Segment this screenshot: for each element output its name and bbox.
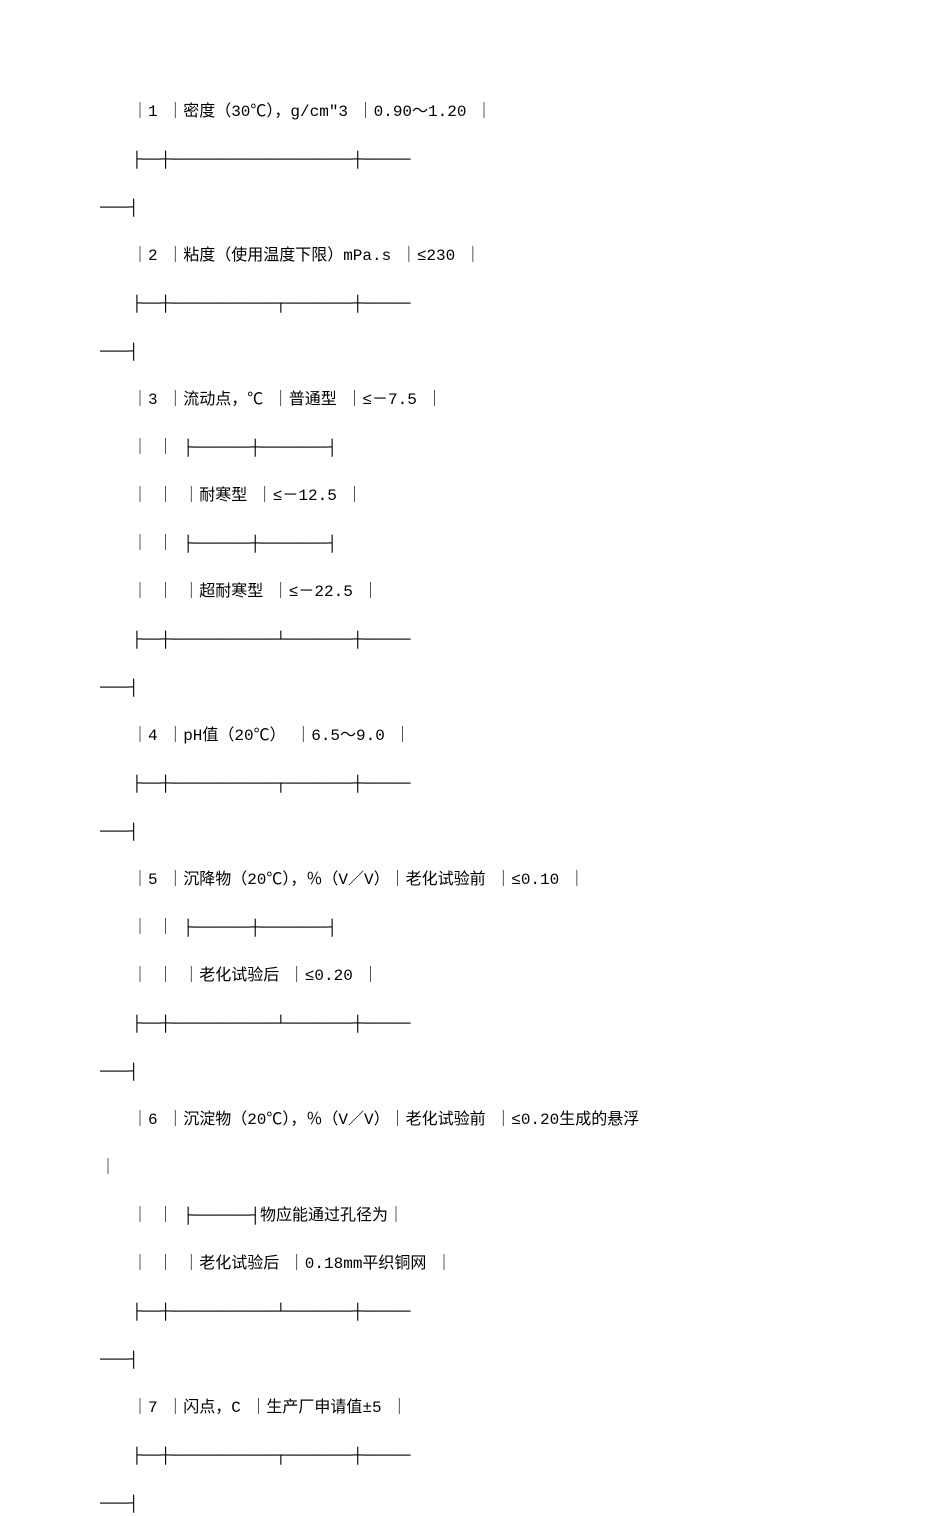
row-1: ｜1 ｜密度（30℃），g/cm"3 ｜0.90～1.20 ｜	[100, 100, 850, 124]
separator-tail: ───┤	[100, 1348, 850, 1372]
sub-separator: ｜ ｜ ├──────┼───────┤	[100, 532, 850, 556]
separator: ├──┼───────────┴───────┼─────	[100, 1300, 850, 1324]
row-5-a: ｜5 ｜沉降物（20℃），％（V／V）｜老化试验前 ｜≤0.10 ｜	[100, 868, 850, 892]
separator-tail: ───┤	[100, 676, 850, 700]
row-2: ｜2 ｜粘度（使用温度下限）mPa.s ｜≤230 ｜	[100, 244, 850, 268]
separator: ├──┼───────────┴───────┼─────	[100, 1012, 850, 1036]
row-6-mid: ｜ ｜ ├──────┤物应能通过孔径为｜	[100, 1204, 850, 1228]
separator-tail: ───┤	[100, 1492, 850, 1516]
row-4: ｜4 ｜pH值（20℃） ｜6.5～9.0 ｜	[100, 724, 850, 748]
separator: ├──┼───────────┴───────┼─────	[100, 628, 850, 652]
row-6-a: ｜6 ｜沉淀物（20℃），％（V／V）｜老化试验前 ｜≤0.20生成的悬浮	[100, 1108, 850, 1132]
document-page: ｜1 ｜密度（30℃），g/cm"3 ｜0.90～1.20 ｜ ├──┼────…	[0, 0, 950, 1516]
separator: ├──┼───────────┬───────┼─────	[100, 772, 850, 796]
sub-separator: ｜ ｜ ├──────┼───────┤	[100, 436, 850, 460]
separator: ├──┼───────────────────┼─────	[100, 148, 850, 172]
row-7: ｜7 ｜闪点，C ｜生产厂申请值±5 ｜	[100, 1396, 850, 1420]
separator-tail: ───┤	[100, 196, 850, 220]
row-6-a-tail: ｜	[100, 1156, 850, 1180]
row-3-a: ｜3 ｜流动点，℃ ｜普通型 ｜≤－7.5 ｜	[100, 388, 850, 412]
row-5-b: ｜ ｜ ｜老化试验后 ｜≤0.20 ｜	[100, 964, 850, 988]
row-3-b: ｜ ｜ ｜耐寒型 ｜≤－12.5 ｜	[100, 484, 850, 508]
sub-separator: ｜ ｜ ├──────┼───────┤	[100, 916, 850, 940]
separator-tail: ───┤	[100, 820, 850, 844]
row-3-c: ｜ ｜ ｜超耐寒型 ｜≤－22.5 ｜	[100, 580, 850, 604]
row-6-b: ｜ ｜ ｜老化试验后 ｜0.18mm平织铜网 ｜	[100, 1252, 850, 1276]
separator: ├──┼───────────┬───────┼─────	[100, 292, 850, 316]
separator: ├──┼───────────┬───────┼─────	[100, 1444, 850, 1468]
separator-tail: ───┤	[100, 1060, 850, 1084]
separator-tail: ───┤	[100, 340, 850, 364]
